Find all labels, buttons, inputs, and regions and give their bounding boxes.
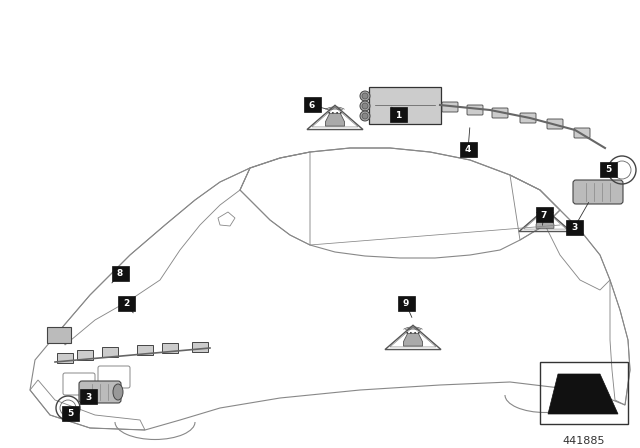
FancyBboxPatch shape	[192, 342, 208, 352]
Circle shape	[360, 91, 370, 101]
Text: 1: 1	[395, 111, 401, 120]
Circle shape	[362, 103, 368, 109]
FancyBboxPatch shape	[79, 381, 121, 403]
Text: 6: 6	[309, 100, 315, 109]
FancyBboxPatch shape	[566, 220, 582, 236]
FancyBboxPatch shape	[397, 297, 415, 311]
Text: 441885: 441885	[563, 436, 605, 446]
FancyBboxPatch shape	[118, 297, 134, 311]
Bar	[540, 362, 628, 424]
FancyBboxPatch shape	[137, 345, 153, 355]
FancyBboxPatch shape	[102, 347, 118, 357]
FancyBboxPatch shape	[460, 142, 477, 158]
Ellipse shape	[113, 384, 123, 400]
FancyBboxPatch shape	[600, 163, 616, 177]
Circle shape	[546, 215, 548, 217]
Circle shape	[360, 111, 370, 121]
FancyBboxPatch shape	[162, 343, 178, 353]
Text: 8: 8	[117, 270, 123, 279]
Circle shape	[550, 215, 551, 217]
FancyBboxPatch shape	[390, 108, 406, 122]
Text: 4: 4	[465, 146, 471, 155]
Circle shape	[542, 215, 544, 217]
Polygon shape	[548, 374, 618, 414]
FancyBboxPatch shape	[303, 98, 321, 112]
FancyBboxPatch shape	[547, 119, 563, 129]
Circle shape	[414, 332, 416, 334]
FancyBboxPatch shape	[79, 389, 97, 405]
Circle shape	[332, 112, 333, 114]
Text: 3: 3	[571, 224, 577, 233]
FancyBboxPatch shape	[467, 105, 483, 115]
Circle shape	[360, 101, 370, 111]
FancyBboxPatch shape	[57, 353, 73, 363]
Text: 3: 3	[85, 392, 91, 401]
Text: 5: 5	[67, 409, 73, 418]
Circle shape	[362, 113, 368, 119]
FancyBboxPatch shape	[574, 128, 590, 138]
Circle shape	[328, 112, 330, 114]
Polygon shape	[536, 216, 554, 228]
FancyBboxPatch shape	[520, 113, 536, 123]
FancyBboxPatch shape	[111, 267, 129, 281]
Circle shape	[410, 332, 412, 334]
Text: 2: 2	[123, 300, 129, 309]
FancyBboxPatch shape	[47, 327, 71, 343]
FancyBboxPatch shape	[536, 207, 552, 223]
Circle shape	[418, 332, 420, 334]
Circle shape	[406, 332, 408, 334]
Text: 5: 5	[605, 165, 611, 175]
FancyBboxPatch shape	[492, 108, 508, 118]
FancyBboxPatch shape	[369, 87, 441, 124]
Circle shape	[336, 112, 338, 114]
Circle shape	[362, 93, 368, 99]
Polygon shape	[325, 113, 344, 126]
Polygon shape	[403, 333, 422, 346]
FancyBboxPatch shape	[573, 180, 623, 204]
Circle shape	[539, 215, 540, 217]
Text: 7: 7	[541, 211, 547, 220]
FancyBboxPatch shape	[442, 102, 458, 112]
Text: 9: 9	[403, 300, 409, 309]
FancyBboxPatch shape	[61, 406, 79, 422]
Circle shape	[340, 112, 342, 114]
FancyBboxPatch shape	[77, 350, 93, 360]
